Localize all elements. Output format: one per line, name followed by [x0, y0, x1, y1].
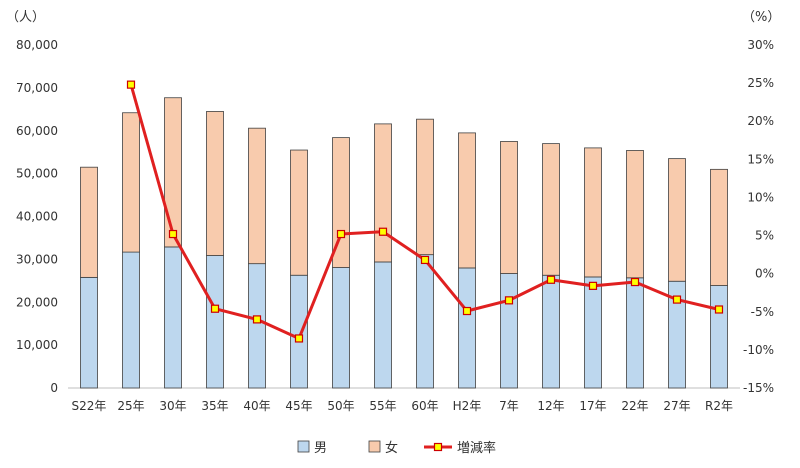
bar-female — [500, 141, 518, 274]
left-axis-unit: （人） — [6, 10, 45, 25]
bar-female — [416, 118, 434, 256]
bar-male — [626, 277, 644, 389]
legend-label-male: 男 — [314, 441, 327, 456]
right-tick-label: 30% — [747, 38, 774, 52]
right-tick-label: 0% — [755, 267, 774, 281]
rate-marker — [630, 277, 640, 287]
rate-marker — [588, 281, 598, 290]
legend-label-rate: 増減率 — [457, 440, 496, 456]
x-tick-label: 17年 — [579, 399, 606, 413]
x-tick-label: 35年 — [201, 399, 228, 413]
left-tick-label: 40,000 — [16, 210, 58, 224]
bar-female — [164, 97, 182, 248]
bar-female — [206, 111, 224, 256]
right-tick-label: 10% — [747, 190, 774, 204]
x-tick-label: 22年 — [621, 399, 648, 413]
bar-female — [248, 127, 266, 265]
bar-male — [122, 251, 140, 389]
x-tick-label: 30年 — [159, 399, 186, 413]
rate-marker — [210, 304, 220, 313]
bar-female — [122, 112, 140, 253]
x-tick-label: 60年 — [411, 399, 438, 413]
left-axis-ticks: 0 10,000 20,000 30,000 40,000 50,000 60,000 70,… — [16, 38, 58, 395]
bar-female — [668, 158, 686, 282]
rate-marker — [378, 227, 388, 236]
legend-swatch-female — [368, 440, 381, 453]
x-tick-label: 45年 — [285, 399, 312, 413]
x-tick-label: R2年 — [705, 399, 733, 413]
x-tick-label: 27年 — [663, 399, 690, 413]
bar-male — [164, 246, 182, 389]
left-tick-label: 70,000 — [16, 81, 58, 95]
right-tick-label: 25% — [747, 76, 774, 90]
x-tick-label: H2年 — [453, 399, 482, 413]
x-tick-label: 50年 — [327, 399, 354, 413]
left-tick-label: 80,000 — [16, 38, 58, 52]
left-tick-label: 20,000 — [16, 295, 58, 309]
bar-male — [416, 254, 434, 389]
bar-male — [500, 273, 518, 389]
x-tick-label: 7年 — [499, 399, 519, 413]
rate-marker — [168, 229, 178, 239]
rate-marker — [714, 305, 724, 314]
bar-male — [584, 276, 602, 389]
x-tick-label: S22年 — [72, 399, 107, 413]
left-tick-label: 0 — [50, 381, 58, 395]
bar-female — [542, 143, 560, 276]
rate-marker — [336, 229, 346, 239]
bar-male — [248, 263, 266, 389]
right-tick-label: -5% — [751, 305, 774, 319]
left-tick-label: 30,000 — [16, 252, 58, 266]
bar-male — [206, 255, 224, 389]
bar-male — [332, 267, 350, 389]
legend-swatch-male — [297, 440, 310, 453]
rate-marker — [294, 334, 304, 343]
rate-marker — [546, 275, 556, 284]
left-tick-label: 50,000 — [16, 167, 58, 181]
bar-male — [80, 276, 98, 389]
bar-male — [710, 285, 728, 389]
legend-label-female: 女 — [385, 440, 398, 456]
bar-female — [290, 149, 308, 276]
right-axis-unit: （%） — [742, 10, 780, 25]
x-tick-label: 25年 — [117, 399, 144, 413]
bar-female — [710, 168, 728, 286]
rate-marker — [462, 306, 472, 316]
rate-marker — [420, 255, 430, 265]
right-tick-label: -10% — [743, 343, 774, 357]
x-axis-ticks: S22年 25年 30年 35年 40年 45年 50年 55年 60年 H2年 7年 12年 17年 2… — [72, 399, 733, 413]
x-tick-label: 12年 — [537, 399, 564, 413]
right-tick-label: 15% — [747, 152, 774, 166]
bar-male — [374, 261, 392, 389]
left-tick-label: 10,000 — [16, 338, 58, 352]
bar-female — [458, 132, 476, 269]
x-tick-label: 40年 — [243, 399, 270, 413]
line-series — [126, 80, 724, 343]
right-tick-label: 20% — [747, 114, 774, 128]
right-tick-label: 5% — [755, 229, 774, 243]
rate-marker — [672, 295, 682, 304]
bar-male — [290, 274, 308, 389]
left-tick-label: 60,000 — [16, 124, 58, 138]
chart-legend: 男 女 増減率 — [297, 440, 496, 456]
right-tick-label: -15% — [743, 381, 774, 395]
bar-female — [626, 150, 644, 279]
rate-marker — [504, 296, 514, 305]
bar-female — [584, 147, 602, 278]
rate-marker — [252, 315, 262, 324]
legend-marker-rate — [433, 442, 443, 452]
x-tick-label: 55年 — [369, 399, 396, 413]
rate-marker — [126, 80, 136, 89]
bar-male — [458, 267, 476, 389]
bar-female — [80, 166, 98, 278]
bar-series — [80, 97, 728, 389]
bar-male — [542, 274, 560, 389]
bar-female — [374, 123, 392, 263]
right-axis-ticks: -15% -10% -5% 0% 5% 10% 15% 20% 25% 30% — [743, 38, 774, 395]
